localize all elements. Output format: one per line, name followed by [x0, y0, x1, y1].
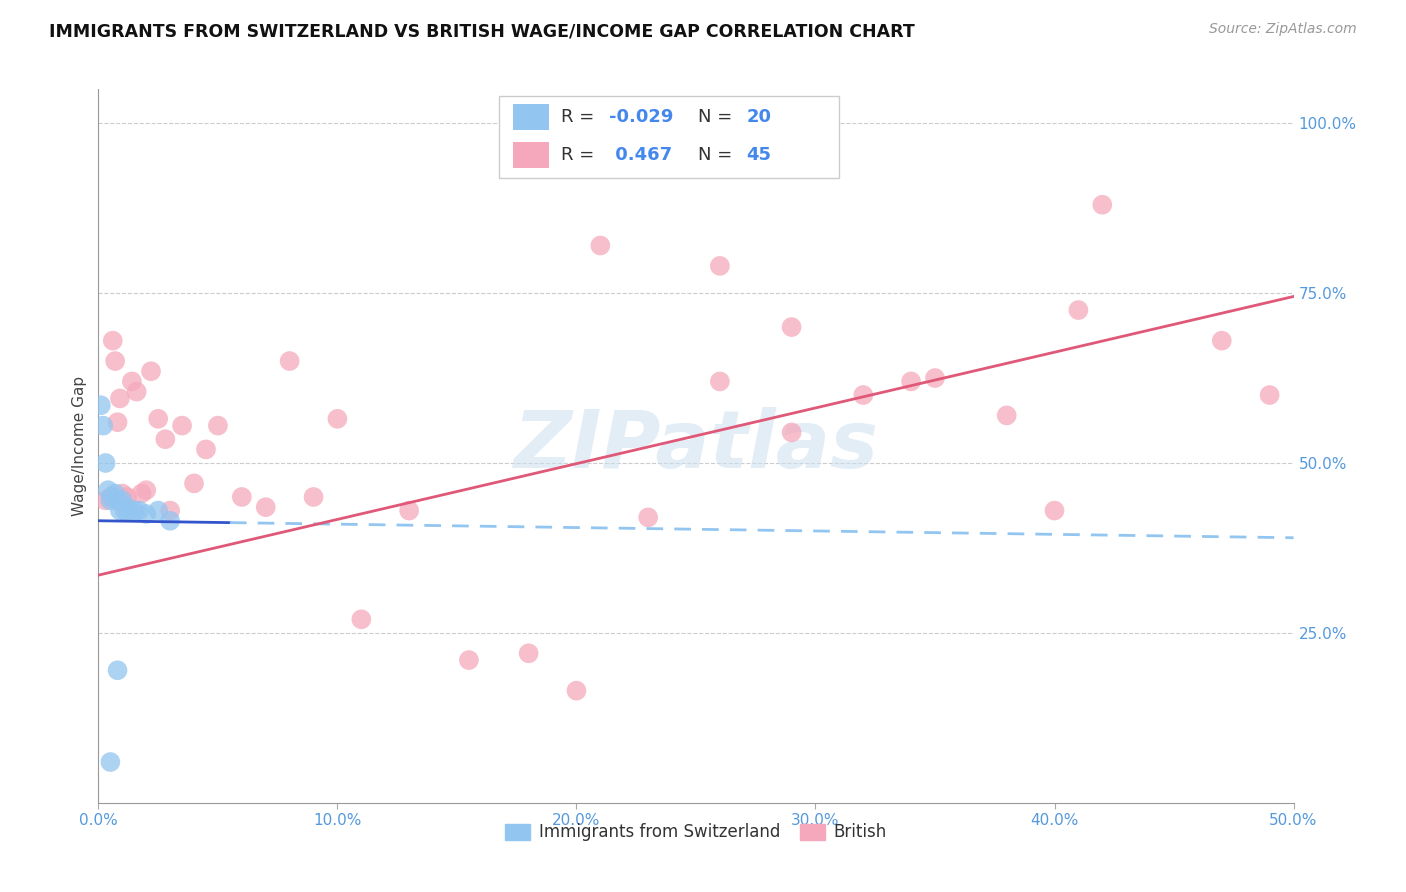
Point — [159, 503, 181, 517]
Point — [637, 510, 659, 524]
Point — [104, 354, 127, 368]
Text: R =: R = — [561, 146, 600, 164]
Point — [148, 503, 170, 517]
Point — [302, 490, 325, 504]
Point — [94, 493, 117, 508]
Point — [115, 490, 138, 504]
Point — [995, 409, 1018, 423]
Point — [98, 493, 122, 508]
Point — [108, 392, 131, 406]
Point — [115, 500, 138, 515]
Point — [1211, 334, 1233, 348]
Point — [125, 384, 148, 399]
Text: N =: N = — [699, 108, 738, 126]
Text: 0.467: 0.467 — [609, 146, 672, 164]
Point — [91, 418, 114, 433]
Point — [517, 646, 540, 660]
Text: IMMIGRANTS FROM SWITZERLAND VS BRITISH WAGE/INCOME GAP CORRELATION CHART: IMMIGRANTS FROM SWITZERLAND VS BRITISH W… — [49, 22, 915, 40]
Point — [118, 503, 141, 517]
FancyBboxPatch shape — [513, 103, 548, 130]
Point — [709, 259, 731, 273]
Text: R =: R = — [561, 108, 600, 126]
Point — [148, 412, 170, 426]
Point — [135, 483, 157, 498]
Point — [124, 503, 146, 517]
Point — [121, 375, 143, 389]
Point — [98, 755, 122, 769]
Point — [139, 364, 162, 378]
Point — [195, 442, 218, 457]
Text: 20: 20 — [747, 108, 770, 126]
Point — [852, 388, 875, 402]
Point — [108, 503, 131, 517]
Point — [709, 375, 731, 389]
Legend: Immigrants from Switzerland, British: Immigrants from Switzerland, British — [499, 817, 893, 848]
Point — [1258, 388, 1281, 402]
Text: 45: 45 — [747, 146, 770, 164]
Point — [183, 476, 205, 491]
Point — [107, 493, 129, 508]
Point — [565, 683, 588, 698]
Point — [94, 456, 117, 470]
Point — [128, 503, 150, 517]
Point — [1067, 303, 1090, 318]
Point — [111, 486, 134, 500]
Text: Source: ZipAtlas.com: Source: ZipAtlas.com — [1209, 22, 1357, 37]
Point — [135, 507, 157, 521]
FancyBboxPatch shape — [499, 96, 839, 178]
Point — [97, 483, 120, 498]
Point — [1043, 503, 1066, 517]
Point — [231, 490, 253, 504]
Point — [350, 612, 373, 626]
Point — [114, 503, 136, 517]
Point — [398, 503, 420, 517]
Point — [326, 412, 349, 426]
Point — [254, 500, 277, 515]
Text: N =: N = — [699, 146, 738, 164]
Point — [589, 238, 612, 252]
Text: -0.029: -0.029 — [609, 108, 673, 126]
Point — [207, 418, 229, 433]
Point — [159, 514, 181, 528]
Point — [278, 354, 301, 368]
Point — [1091, 198, 1114, 212]
Point — [107, 415, 129, 429]
Point — [98, 490, 122, 504]
Point — [101, 334, 124, 348]
Point — [900, 375, 922, 389]
Text: ZIPatlas: ZIPatlas — [513, 407, 879, 485]
Point — [924, 371, 946, 385]
Y-axis label: Wage/Income Gap: Wage/Income Gap — [72, 376, 87, 516]
Point — [172, 418, 194, 433]
Point — [458, 653, 481, 667]
Point — [155, 432, 177, 446]
Point — [107, 663, 129, 677]
Point — [131, 486, 153, 500]
Point — [104, 486, 127, 500]
Point — [101, 490, 124, 504]
FancyBboxPatch shape — [513, 142, 548, 169]
Point — [90, 398, 112, 412]
Point — [780, 425, 803, 440]
Point — [111, 493, 134, 508]
Point — [780, 320, 803, 334]
